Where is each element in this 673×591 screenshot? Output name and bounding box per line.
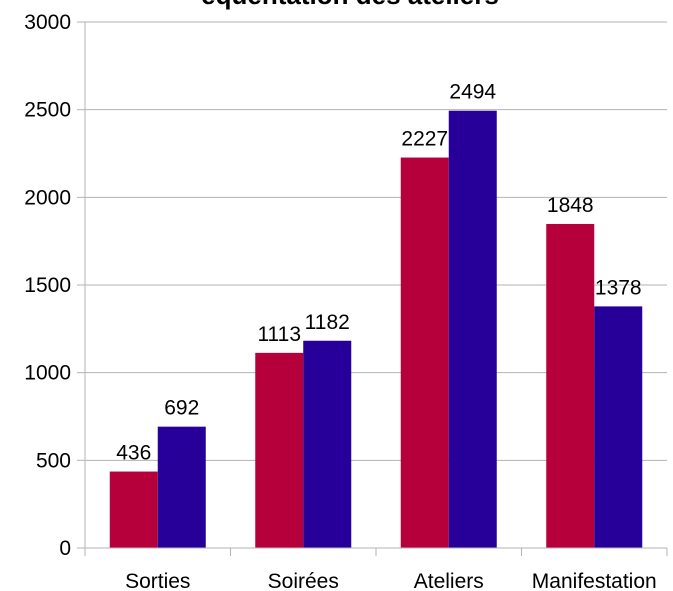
data-label: 1182 [305,311,350,334]
x-category-label: Ateliers [414,570,484,591]
bar [303,340,352,548]
data-label: 436 [116,442,151,465]
x-category-label: Sorties [125,570,190,591]
bar [157,426,206,548]
bars [109,110,643,549]
data-label: 1378 [595,276,642,299]
x-axis-categories: Sorties Soirées Ateliers Manifestation [125,570,657,591]
y-tick-label: 3000 [24,11,71,34]
y-tick-label: 2000 [24,186,71,209]
x-category-label: Manifestation [532,570,657,591]
axes [77,21,668,556]
data-label: 692 [164,397,199,420]
data-label: 1113 [257,323,301,346]
bar [546,223,595,548]
data-label: 1848 [547,194,594,217]
y-tick-label: 500 [36,449,71,472]
y-tick-label: 2500 [24,99,71,122]
bar [400,157,449,549]
y-axis-ticks: 0 500 1000 1500 2000 2500 3000 [24,11,71,560]
bar [255,352,304,548]
y-tick-label: 1000 [24,362,71,385]
bar [109,471,158,548]
bar [448,110,497,549]
y-tick-label: 1500 [24,274,71,297]
bar [594,306,643,548]
y-tick-label: 0 [59,537,71,560]
data-label: 2494 [449,81,496,104]
chart-title: équentation des ateliers [201,0,499,10]
data-label: 2227 [401,128,448,151]
x-category-label: Soirées [268,570,339,591]
